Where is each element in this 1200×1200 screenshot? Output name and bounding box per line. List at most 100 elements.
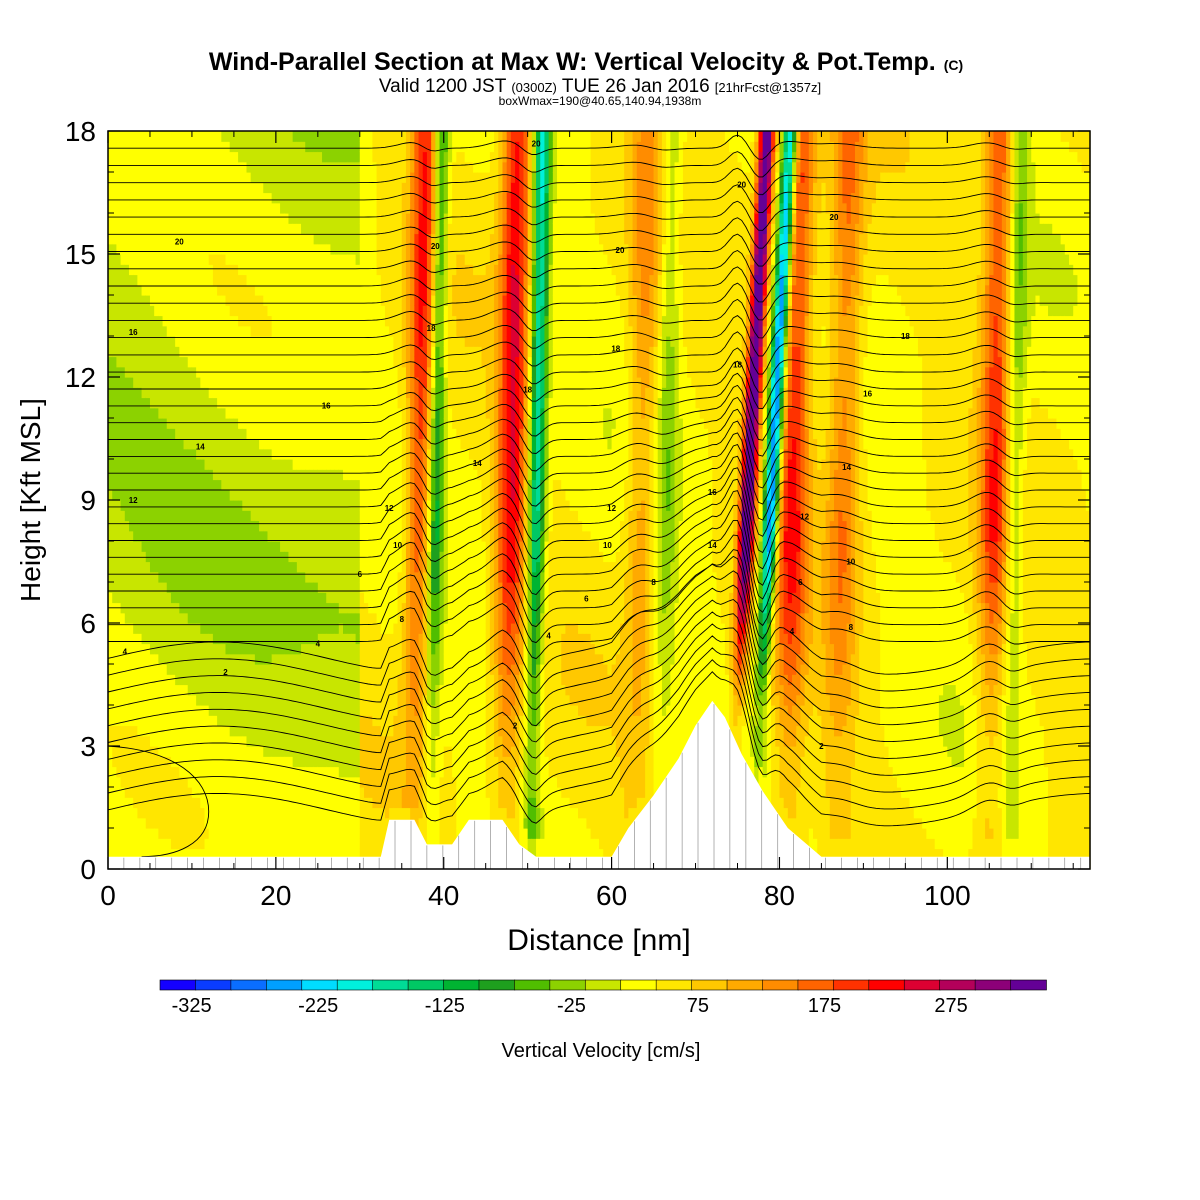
contour-label: 20 bbox=[532, 139, 541, 148]
x-tick-label: 0 bbox=[100, 880, 116, 911]
contour-label: 2 bbox=[819, 742, 824, 751]
chart-title: Wind-Parallel Section at Max W: Vertical… bbox=[209, 48, 963, 76]
colorbar-swatch bbox=[230, 979, 268, 991]
contour-label: 8 bbox=[400, 615, 405, 624]
colorbar-swatch bbox=[797, 979, 835, 991]
contour-label: 8 bbox=[651, 578, 656, 587]
colorbar-swatch bbox=[372, 979, 409, 991]
contour-label: 12 bbox=[800, 512, 809, 521]
contour-label: 18 bbox=[901, 332, 910, 341]
contour-label: 18 bbox=[733, 361, 742, 370]
y-tick: 9 bbox=[80, 485, 1090, 516]
x-tick-label: 100 bbox=[924, 880, 971, 911]
y-tick: 6 bbox=[80, 608, 1090, 639]
y-tick: 3 bbox=[80, 731, 1090, 762]
colorbar-swatch bbox=[195, 979, 232, 991]
y-tick-label: 18 bbox=[65, 116, 96, 147]
colorbar-swatch bbox=[159, 979, 197, 991]
vertical-velocity-field bbox=[108, 131, 1091, 870]
x-tick: 0 bbox=[100, 131, 116, 911]
contour-label: 8 bbox=[849, 623, 854, 632]
contour-label: 14 bbox=[708, 541, 717, 550]
colorbar-swatch bbox=[549, 979, 587, 991]
x-axis-label: Distance [nm] bbox=[507, 924, 690, 957]
contour-label: 4 bbox=[790, 627, 795, 636]
colorbar-swatch bbox=[868, 979, 906, 991]
colorbar-label: Vertical Velocity [cm/s] bbox=[502, 1040, 701, 1062]
colorbar-tick-label: -225 bbox=[298, 995, 338, 1017]
contour-label: 6 bbox=[584, 594, 589, 603]
contour-label: 18 bbox=[523, 385, 532, 394]
contour-label: 16 bbox=[863, 389, 872, 398]
colorbar-tick-label: -125 bbox=[425, 995, 465, 1017]
colorbar-swatch bbox=[762, 979, 799, 991]
contour-label: 14 bbox=[842, 463, 851, 472]
contour-label: 4 bbox=[123, 648, 128, 657]
contour-label: 14 bbox=[196, 443, 205, 452]
colorbar-swatch bbox=[691, 979, 728, 991]
contour-label: 12 bbox=[129, 496, 138, 505]
x-tick-label: 60 bbox=[596, 880, 627, 911]
y-tick-label: 12 bbox=[65, 362, 96, 393]
contour-label: 20 bbox=[737, 180, 746, 189]
y-tick-label: 3 bbox=[80, 731, 96, 762]
contour-label: 18 bbox=[427, 324, 436, 333]
x-tick-label: 20 bbox=[260, 880, 291, 911]
contour-label: 16 bbox=[129, 328, 138, 337]
y-tick: 18 bbox=[65, 116, 1090, 147]
y-tick: 0 bbox=[80, 854, 1090, 885]
colorbar-tick-label: -25 bbox=[557, 995, 586, 1017]
contour-label: 2 bbox=[513, 722, 518, 731]
contour-label: 6 bbox=[358, 570, 363, 579]
x-tick: 60 bbox=[596, 131, 627, 911]
y-tick-label: 0 bbox=[80, 854, 96, 885]
x-tick-label: 40 bbox=[428, 880, 459, 911]
contour-label: 16 bbox=[708, 488, 717, 497]
colorbar-swatch bbox=[620, 979, 657, 991]
colorbar-swatch bbox=[655, 979, 693, 991]
colorbar-swatch bbox=[407, 979, 445, 991]
colorbar-swatch bbox=[336, 979, 374, 991]
contour-label: 10 bbox=[393, 541, 402, 550]
axes: 0 20 40 60 80 100 0 3 6 9 12 15 18 bbox=[65, 116, 1090, 911]
colorbar-swatch bbox=[584, 979, 622, 991]
y-tick: 15 bbox=[65, 239, 1090, 270]
colorbar-swatch bbox=[478, 979, 516, 991]
contour-label: 12 bbox=[607, 504, 616, 513]
colorbar-tick-label: 75 bbox=[687, 995, 709, 1017]
colorbar-swatch bbox=[939, 979, 976, 991]
contour-label: 20 bbox=[175, 238, 184, 247]
colorbar-swatch bbox=[301, 979, 339, 991]
colorbar-swatch bbox=[833, 979, 870, 991]
colorbar-tick-label: 275 bbox=[934, 995, 967, 1017]
contour-label: 20 bbox=[616, 246, 625, 255]
colorbar-tick-label: 175 bbox=[808, 995, 841, 1017]
contour-label: 18 bbox=[611, 344, 620, 353]
y-tick-label: 9 bbox=[80, 485, 96, 516]
colorbar-swatch bbox=[726, 979, 764, 991]
potential-temperature-contours bbox=[107, 134, 1091, 858]
colorbar-swatch bbox=[1010, 979, 1047, 991]
y-tick-label: 15 bbox=[65, 239, 96, 270]
contour-label: 4 bbox=[546, 631, 551, 640]
colorbar-tick-label: -325 bbox=[172, 995, 212, 1017]
contour-label: 2 bbox=[223, 668, 228, 677]
y-axis-label: Height [Kft MSL] bbox=[15, 398, 46, 602]
chart-subtitle-box: boxWmax=190@40.65,140.94,1938m bbox=[499, 94, 702, 108]
copyright-mark: (C) bbox=[944, 57, 963, 73]
contour-label: 10 bbox=[603, 541, 612, 550]
x-tick: 20 bbox=[260, 131, 291, 911]
x-tick: 40 bbox=[428, 131, 459, 911]
x-tick-label: 80 bbox=[764, 880, 795, 911]
contour-label: 6 bbox=[798, 578, 803, 587]
colorbar-swatch bbox=[974, 979, 1012, 991]
y-tick: 12 bbox=[65, 362, 1090, 393]
y-tick-label: 6 bbox=[80, 608, 96, 639]
contour-label: 20 bbox=[830, 213, 839, 222]
colorbar-swatch bbox=[514, 979, 551, 991]
x-tick: 100 bbox=[924, 131, 971, 911]
contour-label: 14 bbox=[473, 459, 482, 468]
chart-subtitle: Valid 1200 JST (0300Z) TUE 26 Jan 2016 [21h… bbox=[379, 76, 821, 97]
colorbar-swatch bbox=[443, 979, 480, 991]
